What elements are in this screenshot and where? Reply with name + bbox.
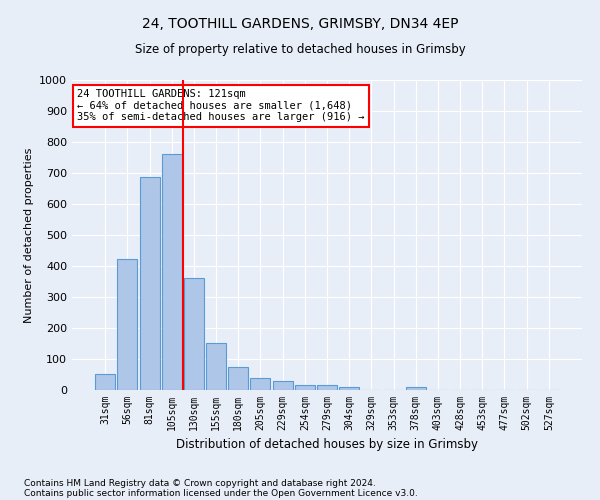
Text: 24 TOOTHILL GARDENS: 121sqm
← 64% of detached houses are smaller (1,648)
35% of : 24 TOOTHILL GARDENS: 121sqm ← 64% of det… xyxy=(77,90,365,122)
Bar xyxy=(206,342,226,390)
Y-axis label: Number of detached properties: Number of detached properties xyxy=(23,148,34,322)
Bar xyxy=(228,367,248,390)
Bar xyxy=(317,384,337,390)
Text: Size of property relative to detached houses in Grimsby: Size of property relative to detached ho… xyxy=(134,42,466,56)
Bar xyxy=(184,278,204,390)
Bar xyxy=(95,374,115,390)
Text: Contains public sector information licensed under the Open Government Licence v3: Contains public sector information licen… xyxy=(24,488,418,498)
Bar xyxy=(162,154,182,390)
Bar xyxy=(118,259,137,390)
Bar xyxy=(250,378,271,390)
X-axis label: Distribution of detached houses by size in Grimsby: Distribution of detached houses by size … xyxy=(176,438,478,452)
Text: 24, TOOTHILL GARDENS, GRIMSBY, DN34 4EP: 24, TOOTHILL GARDENS, GRIMSBY, DN34 4EP xyxy=(142,18,458,32)
Text: Contains HM Land Registry data © Crown copyright and database right 2024.: Contains HM Land Registry data © Crown c… xyxy=(24,478,376,488)
Bar xyxy=(339,387,359,390)
Bar xyxy=(406,387,426,390)
Bar xyxy=(295,384,315,390)
Bar xyxy=(272,382,293,390)
Bar xyxy=(140,178,160,390)
